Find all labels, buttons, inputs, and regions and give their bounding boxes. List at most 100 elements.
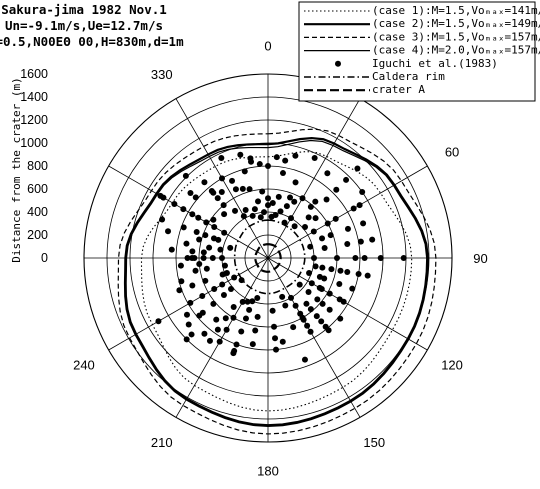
- iguchi-point: [202, 232, 209, 239]
- iguchi-point: [231, 274, 238, 281]
- iguchi-point: [210, 189, 217, 196]
- iguchi-point: [180, 224, 187, 231]
- iguchi-point: [307, 243, 314, 250]
- iguchi-point: [176, 287, 183, 294]
- iguchi-point: [248, 158, 255, 165]
- iguchi-point: [192, 267, 199, 274]
- iguchi-point: [232, 207, 239, 214]
- iguchi-point: [306, 269, 313, 276]
- iguchi-point: [219, 255, 225, 261]
- iguchi-point: [275, 193, 282, 200]
- iguchi-point: [259, 188, 266, 195]
- iguchi-point: [310, 228, 317, 235]
- grid-spoke: [267, 165, 428, 259]
- iguchi-point: [344, 268, 351, 275]
- iguchi-point: [332, 215, 339, 222]
- iguchi-point: [307, 306, 314, 313]
- iguchi-point: [217, 246, 224, 253]
- iguchi-point: [326, 306, 333, 313]
- iguchi-point: [183, 336, 190, 343]
- iguchi-point: [256, 161, 263, 168]
- iguchi-point: [203, 219, 210, 226]
- iguchi-point: [249, 298, 256, 305]
- title-line-3: K₀=0.5,N00EΘ 00,H=830m,d=1m: [0, 34, 184, 49]
- iguchi-point: [377, 255, 384, 261]
- iguchi-point: [312, 198, 319, 205]
- iguchi-point: [211, 223, 218, 230]
- legend-marker: [335, 60, 341, 67]
- legend-label: (case 1):M=1.5,Voₘₐₓ=141m/s: [372, 4, 540, 17]
- angle-label: 240: [73, 357, 95, 372]
- angle-labels: 0 60 90 120 150 180 210 240 330: [73, 38, 488, 478]
- iguchi-point: [283, 203, 290, 210]
- iguchi-point: [189, 248, 196, 255]
- grid-spoke: [108, 165, 269, 259]
- iguchi-point: [159, 216, 166, 223]
- iguchi-point: [210, 216, 217, 223]
- iguchi-point: [352, 255, 359, 261]
- iguchi-point: [200, 249, 207, 256]
- radial-tick-label: 1000: [20, 136, 48, 150]
- iguchi-point: [222, 315, 229, 322]
- iguchi-point: [260, 209, 267, 216]
- iguchi-point: [183, 311, 190, 318]
- iguchi-point: [312, 215, 319, 222]
- iguchi-point: [314, 296, 321, 303]
- iguchi-point: [279, 338, 286, 345]
- iguchi-point: [155, 318, 162, 325]
- iguchi-point: [196, 261, 203, 268]
- iguchi-point: [305, 289, 312, 296]
- iguchi-point: [192, 194, 199, 201]
- iguchi-point: [349, 285, 356, 292]
- iguchi-point: [221, 262, 228, 269]
- angle-label: 330: [151, 67, 173, 82]
- iguchi-point: [277, 208, 284, 215]
- iguchi-points: [155, 151, 407, 363]
- iguchi-point: [287, 194, 294, 201]
- iguchi-point: [322, 323, 329, 330]
- iguchi-point: [230, 350, 237, 357]
- iguchi-point: [257, 214, 264, 221]
- legend-label: (case 2):M=1.5,Voₘₐₓ=149m/s: [372, 17, 540, 30]
- iguchi-point: [251, 206, 258, 213]
- iguchi-point: [191, 255, 198, 261]
- angle-label: 150: [363, 435, 385, 450]
- iguchi-point: [214, 195, 221, 202]
- iguchi-point: [361, 255, 368, 261]
- grid-spoke: [267, 257, 428, 351]
- angle-label: 210: [151, 435, 173, 450]
- iguchi-point: [356, 202, 363, 209]
- iguchi-point: [240, 213, 247, 220]
- radial-tick-label: 1600: [20, 67, 48, 81]
- iguchi-point: [355, 270, 362, 277]
- iguchi-point: [269, 307, 276, 314]
- iguchi-point: [200, 255, 207, 261]
- iguchi-point: [223, 326, 230, 333]
- iguchi-point: [324, 220, 331, 227]
- iguchi-point: [188, 331, 195, 338]
- angle-label: 120: [441, 357, 463, 372]
- angle-label: 90: [473, 251, 487, 266]
- legend-item-caldera: Caldera rim: [304, 70, 445, 83]
- iguchi-point: [340, 298, 347, 305]
- iguchi-point: [307, 203, 314, 210]
- legend: (case 1):M=1.5,Voₘₐₓ=141m/s(case 2):M=1.…: [298, 1, 540, 102]
- iguchi-point: [369, 236, 376, 243]
- iguchi-point: [265, 202, 271, 209]
- iguchi-point: [359, 189, 366, 196]
- iguchi-point: [319, 300, 326, 307]
- angle-label: 0: [264, 38, 271, 53]
- iguchi-point: [308, 280, 315, 287]
- radial-tick-label: 1200: [20, 113, 48, 127]
- iguchi-point: [268, 213, 275, 220]
- iguchi-point: [336, 280, 343, 287]
- chart-title: Sakura-jima 1982 Nov.1 Un=-9.1m/s,Ue=12.…: [0, 2, 184, 49]
- iguchi-point: [288, 215, 294, 222]
- iguchi-point: [196, 236, 203, 243]
- iguchi-point: [206, 244, 213, 251]
- iguchi-point: [157, 192, 164, 199]
- iguchi-point: [271, 323, 278, 330]
- radial-tick-labels: 0 200 400 600 800 1000 1200 1400 1600: [20, 67, 48, 265]
- iguchi-point: [242, 207, 249, 214]
- iguchi-point: [220, 291, 227, 298]
